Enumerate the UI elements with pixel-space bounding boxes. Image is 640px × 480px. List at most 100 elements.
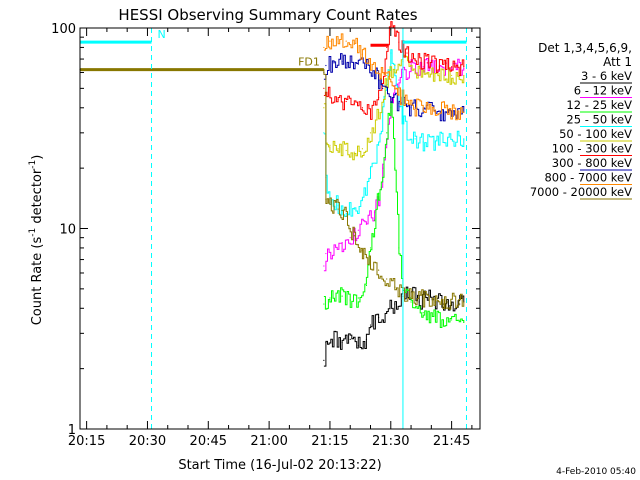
x-tick-label-2: 20:45 bbox=[190, 434, 227, 449]
series-8-point-14 bbox=[378, 269, 380, 271]
series-0-point-10 bbox=[394, 303, 396, 305]
series-7-point-6 bbox=[369, 63, 372, 65]
series-3-point-19 bbox=[463, 138, 465, 140]
series-0-point-14 bbox=[426, 297, 428, 299]
series-4-point-9 bbox=[386, 79, 388, 81]
series-1-point-0 bbox=[323, 265, 325, 267]
series-4-point-6 bbox=[361, 148, 363, 150]
series-line-4 bbox=[323, 54, 465, 161]
series-8-point-21 bbox=[446, 301, 449, 303]
series-1-point-19 bbox=[463, 67, 465, 69]
series-0-point-18 bbox=[459, 303, 461, 305]
series-line-0 bbox=[323, 286, 465, 367]
axes: 1 10 100 20:15 20:30 20:45 21:00 21:15 21:30 21:4… bbox=[51, 22, 481, 449]
series-7-point-16 bbox=[434, 109, 436, 111]
legend-label-1: 6 - 12 keV bbox=[574, 84, 632, 98]
series-4-point-3 bbox=[337, 148, 339, 150]
series-5-point-8 bbox=[386, 46, 388, 49]
series-7-point-10 bbox=[390, 81, 392, 83]
series-8-point-16 bbox=[394, 286, 396, 288]
series-4-point-4 bbox=[345, 149, 347, 152]
series-8-point-13 bbox=[369, 265, 372, 267]
y-tick-label-2: 100 bbox=[51, 22, 76, 37]
series-5-point-10 bbox=[394, 34, 396, 36]
x-tick-label-3: 21:00 bbox=[250, 434, 287, 449]
x-tick-label-0: 20:15 bbox=[68, 434, 105, 449]
series-8-point-9 bbox=[353, 235, 355, 237]
series-5-point-11 bbox=[398, 41, 400, 43]
series-line-6 bbox=[323, 53, 465, 122]
series-2-point-7 bbox=[373, 219, 376, 221]
series-7-point-2 bbox=[337, 38, 339, 40]
series-line-1 bbox=[323, 58, 465, 272]
series-4-point-0 bbox=[323, 107, 325, 109]
series-8-point-2 bbox=[325, 198, 327, 200]
series-6-point-12 bbox=[410, 107, 412, 109]
series-0-point-2 bbox=[333, 338, 335, 340]
series-5-point-2 bbox=[337, 98, 339, 101]
series-7-point-3 bbox=[345, 40, 347, 42]
series-7-point-17 bbox=[446, 109, 449, 111]
series-2-point-10 bbox=[386, 132, 388, 134]
y-axis-label: Count Rate (s-1 detector-1) bbox=[28, 155, 45, 326]
series-5-point-1 bbox=[329, 96, 331, 99]
series-2-point-18 bbox=[451, 319, 453, 321]
series-0-point-5 bbox=[357, 345, 359, 347]
series-1-point-7 bbox=[373, 212, 376, 214]
series-4-point-12 bbox=[414, 69, 416, 71]
series-4-point-5 bbox=[353, 151, 355, 153]
series-2-point-4 bbox=[357, 297, 359, 299]
series-5-point-4 bbox=[353, 102, 355, 105]
series-6-point-10 bbox=[390, 96, 392, 99]
legend-label-3: 25 - 50 keV bbox=[566, 113, 632, 127]
series-2-point-19 bbox=[463, 321, 465, 324]
series-7-point-14 bbox=[414, 107, 416, 109]
series-2-point-1 bbox=[329, 297, 331, 299]
series-7-point-1 bbox=[329, 40, 331, 42]
legend-label-7: 800 - 7000 keV bbox=[544, 171, 632, 185]
legend-label-5: 100 - 300 keV bbox=[552, 142, 632, 156]
series-3-point-15 bbox=[414, 138, 416, 140]
series-4-point-10 bbox=[394, 64, 396, 67]
x-tick-label-4: 21:15 bbox=[311, 434, 348, 449]
series-6-point-4 bbox=[349, 62, 351, 64]
series-4-point-16 bbox=[463, 74, 465, 77]
series-6-point-6 bbox=[365, 66, 368, 68]
series-8-point-12 bbox=[365, 256, 368, 258]
series-4-point-14 bbox=[438, 73, 441, 75]
chart-title: HESSI Observing Summary Count Rates bbox=[118, 6, 417, 24]
series-3-point-3 bbox=[337, 205, 339, 207]
series-8-point-18 bbox=[410, 295, 412, 297]
series-6-point-3 bbox=[341, 60, 343, 63]
series-7-point-9 bbox=[386, 74, 388, 77]
series-2-point-12 bbox=[394, 167, 396, 169]
series-1-point-13 bbox=[398, 79, 400, 81]
series-3-point-8 bbox=[378, 144, 380, 146]
series-2-point-16 bbox=[422, 312, 424, 314]
series-7-point-8 bbox=[382, 71, 384, 74]
series-7-point-15 bbox=[422, 107, 424, 109]
series-4-point-15 bbox=[451, 74, 453, 77]
series-6-point-1 bbox=[325, 64, 327, 67]
legend-label-6: 300 - 800 keV bbox=[552, 156, 632, 170]
series-2-point-6 bbox=[369, 247, 372, 249]
plot-frame bbox=[79, 27, 481, 430]
series-5-point-17 bbox=[463, 66, 465, 68]
y-tick-label-0: 1 bbox=[68, 423, 76, 438]
series-2-point-3 bbox=[349, 299, 351, 301]
series-5-point-13 bbox=[414, 58, 416, 60]
series-5-point-14 bbox=[426, 62, 428, 64]
series-5-point-15 bbox=[438, 66, 441, 68]
series-5-point-5 bbox=[361, 107, 363, 109]
series-8-point-11 bbox=[361, 249, 363, 251]
legend-label-4: 50 - 100 keV bbox=[559, 127, 632, 141]
series-3-point-6 bbox=[361, 198, 363, 200]
series-8-point-4 bbox=[333, 206, 335, 208]
series-8-point-22 bbox=[463, 301, 465, 303]
series-2-point-17 bbox=[434, 319, 436, 321]
series-5-point-16 bbox=[451, 66, 453, 68]
series-3-point-5 bbox=[353, 208, 355, 210]
series-3-point-17 bbox=[434, 141, 436, 143]
